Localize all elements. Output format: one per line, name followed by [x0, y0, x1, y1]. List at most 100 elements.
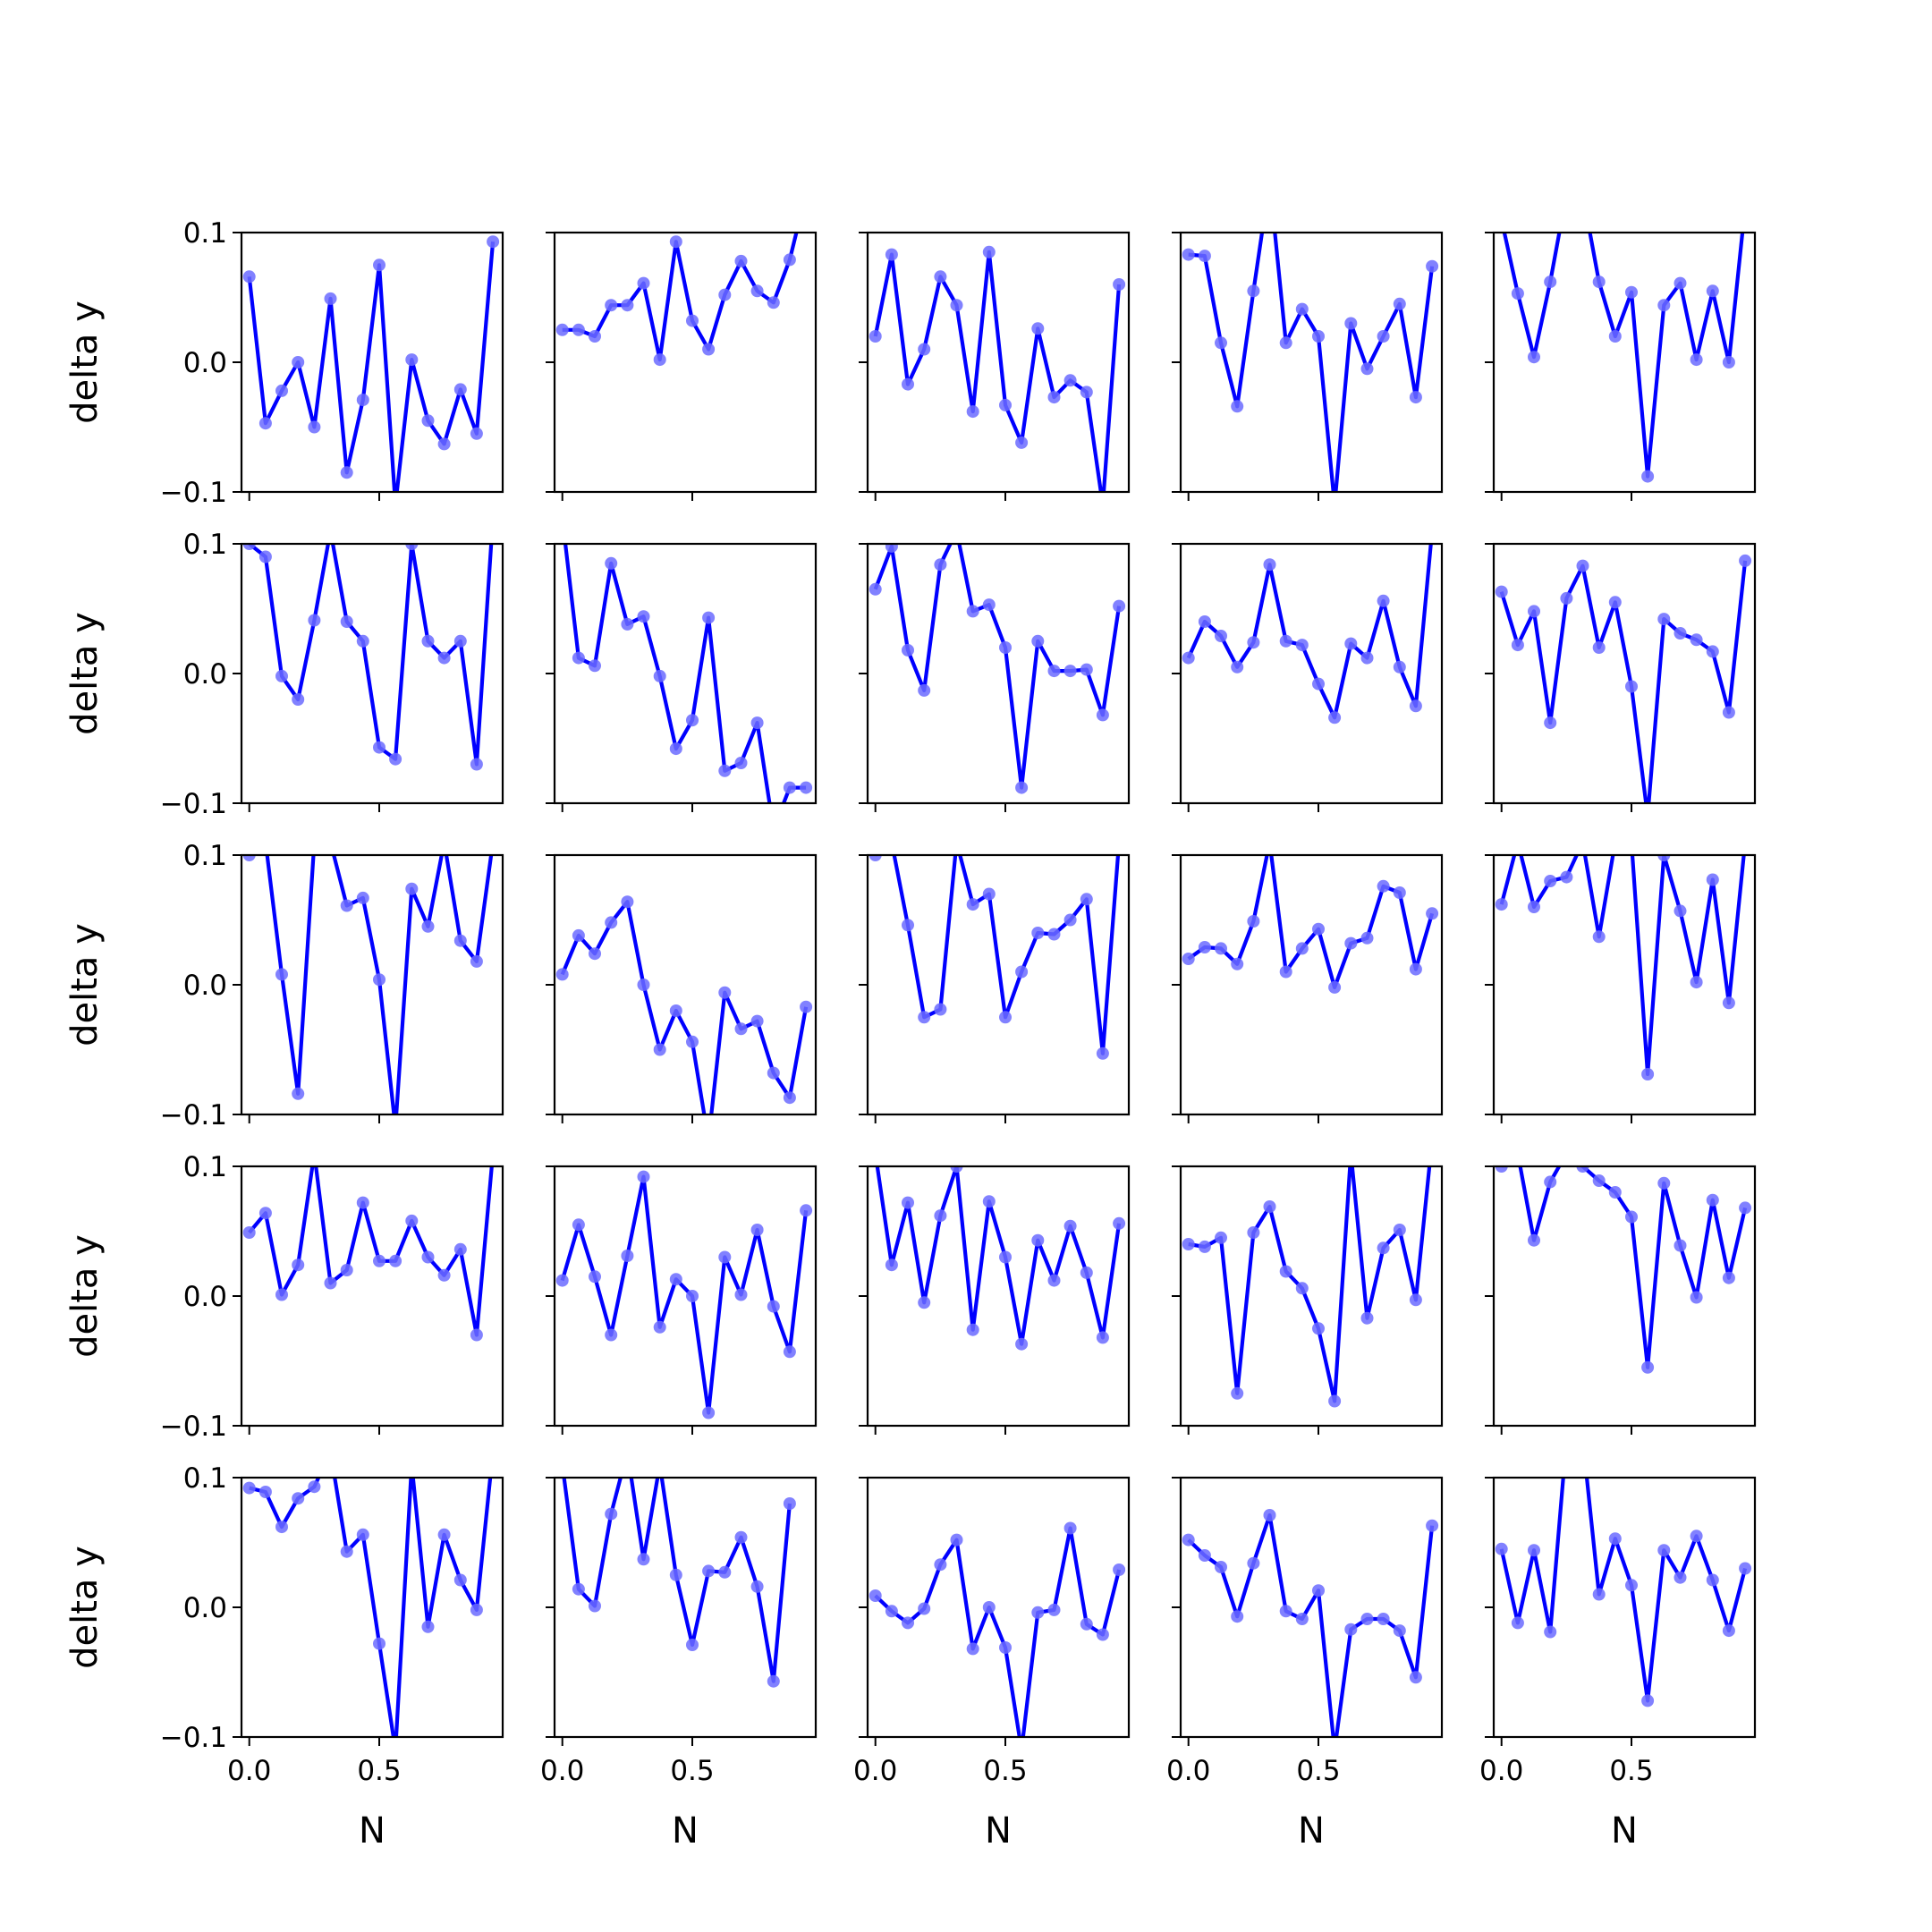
y-axis-label: delta y	[64, 1546, 106, 1669]
data-point	[1528, 1233, 1540, 1247]
y-axis-label: delta y	[64, 1234, 106, 1358]
data-point	[292, 1087, 305, 1100]
data-point	[292, 1492, 305, 1505]
data-point	[1674, 627, 1687, 640]
data-point	[1279, 965, 1292, 979]
data-point	[1657, 613, 1671, 626]
series-line	[1499, 560, 1748, 803]
data-point	[453, 1242, 467, 1256]
data-point	[1231, 400, 1244, 413]
data-point	[324, 292, 337, 305]
data-point	[438, 836, 451, 849]
data-point	[1393, 297, 1406, 310]
data-point	[686, 1290, 699, 1302]
data-point	[1279, 1605, 1292, 1618]
data-point	[669, 1568, 682, 1581]
series	[1182, 544, 1433, 724]
data-point	[1263, 558, 1276, 572]
series-line	[873, 250, 1122, 492]
data-point	[750, 1580, 764, 1593]
series-line	[1186, 544, 1433, 720]
panel-3-4	[1172, 853, 1444, 1123]
data-point	[325, 525, 337, 538]
data-point	[589, 1599, 601, 1613]
data-point	[1544, 875, 1557, 887]
data-point	[1625, 680, 1638, 693]
data-point	[308, 836, 320, 849]
data-point	[750, 284, 764, 298]
data-point	[1047, 1274, 1061, 1287]
data-point	[982, 1195, 996, 1208]
series	[563, 544, 813, 803]
series-line	[1187, 1513, 1435, 1737]
data-point	[637, 276, 650, 290]
y-axis-label: delta y	[64, 301, 106, 424]
data-point	[1544, 716, 1557, 730]
data-point	[555, 1274, 569, 1287]
data-point	[885, 1605, 898, 1618]
data-point	[1328, 711, 1342, 724]
panel-2-1: −0.1 0.0 0.1 delta y	[64, 525, 504, 820]
data-point	[453, 634, 467, 648]
data-point	[572, 1582, 585, 1596]
data-point	[373, 258, 386, 272]
data-point	[589, 659, 601, 673]
data-point	[750, 716, 764, 730]
data-point	[308, 1148, 320, 1160]
data-point	[902, 1616, 914, 1630]
data-point	[1113, 599, 1126, 613]
data-point	[1215, 336, 1227, 350]
data-point	[869, 1589, 882, 1602]
data-point	[1577, 1433, 1589, 1445]
data-point	[1360, 651, 1374, 665]
data-point	[718, 1565, 732, 1579]
data-point	[605, 1507, 618, 1521]
data-point	[242, 270, 256, 284]
data-point	[325, 836, 337, 849]
data-point	[966, 405, 979, 419]
data-point	[800, 1000, 813, 1013]
data-point	[405, 882, 419, 895]
data-point	[1641, 470, 1655, 483]
x-tick-label: 0.0	[853, 1755, 897, 1787]
data-point	[1047, 391, 1061, 404]
data-point	[918, 683, 931, 697]
data-point	[1328, 499, 1341, 512]
panel-3-1: −0.1 0.0 0.1 delta y	[64, 836, 504, 1131]
data-point	[1360, 362, 1374, 376]
data-point	[1426, 1134, 1438, 1147]
data-point	[1592, 1174, 1606, 1187]
data-point	[982, 598, 996, 612]
data-point	[718, 288, 732, 301]
series-line	[560, 1174, 809, 1415]
data-point	[1264, 174, 1276, 187]
data-point	[275, 669, 288, 682]
data-point	[999, 1250, 1012, 1264]
y-tick-label: 0.0	[183, 1281, 227, 1313]
data-point	[605, 916, 618, 929]
data-point	[1690, 633, 1703, 647]
panel-5-5: 0.0 0.5 N	[1479, 1433, 1757, 1852]
data-point	[572, 323, 585, 336]
series-line	[249, 855, 494, 1114]
data-point	[437, 651, 451, 665]
data-point	[1592, 275, 1606, 289]
data-point	[421, 1250, 435, 1264]
data-point	[605, 556, 618, 570]
data-point	[886, 836, 898, 849]
data-point	[669, 1004, 682, 1017]
data-point	[686, 1035, 699, 1048]
data-point	[1409, 962, 1422, 976]
y-tick-label: 0.1	[183, 1462, 227, 1495]
data-point	[373, 1254, 386, 1267]
x-axis-label: N	[1298, 1810, 1325, 1852]
data-point	[637, 1553, 650, 1566]
data-point	[718, 764, 732, 777]
x-tick-label: 0.0	[1479, 1755, 1523, 1787]
data-point	[934, 1558, 947, 1572]
panel-4-4	[1172, 1134, 1444, 1435]
data-point	[966, 898, 979, 911]
data-point	[1625, 285, 1638, 299]
data-point	[999, 641, 1012, 654]
data-point	[902, 919, 914, 932]
